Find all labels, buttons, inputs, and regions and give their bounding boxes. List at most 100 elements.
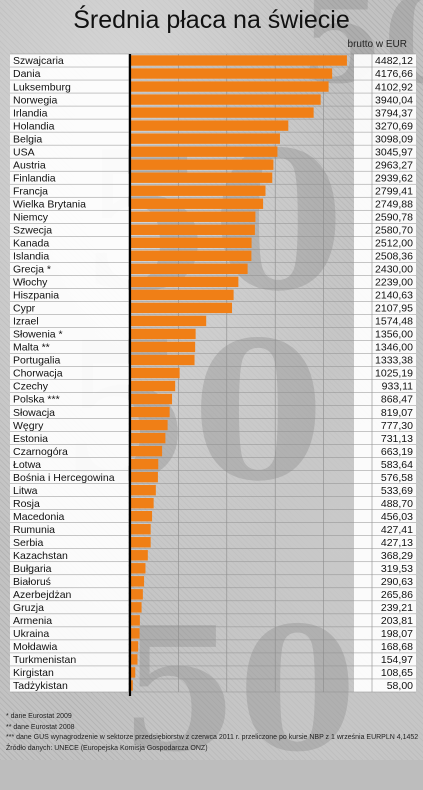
category-label: Litwa <box>13 485 38 497</box>
category-label: Wielka Brytania <box>13 198 86 210</box>
footnote-4: Źródło danych: UNECE (Europejska Komisja… <box>6 744 208 752</box>
category-label: Czechy <box>13 381 49 393</box>
value-label: 3794,37 <box>375 107 413 119</box>
category-label: Azerbejdżan <box>13 589 72 601</box>
bar <box>130 224 255 235</box>
bar <box>130 276 239 288</box>
bar <box>130 198 264 209</box>
category-label: Hiszpania <box>13 290 59 302</box>
value-label: 2508,36 <box>375 251 413 263</box>
value-label: 203,81 <box>381 615 413 627</box>
chart-title: Średnia płaca na świecie <box>73 6 350 34</box>
category-label: Belgia <box>13 133 42 145</box>
bar <box>130 328 196 340</box>
category-label: Holandia <box>13 120 55 132</box>
bar <box>130 641 139 652</box>
value-label: 2140,63 <box>375 290 413 302</box>
category-label: Bułgaria <box>13 563 52 575</box>
bar <box>130 55 347 66</box>
value-label: 198,07 <box>381 628 413 640</box>
value-label: 4482,12 <box>375 55 413 67</box>
bar <box>130 211 256 222</box>
value-label: 108,65 <box>381 667 413 679</box>
category-label: Rumunia <box>13 524 55 536</box>
value-label: 368,29 <box>381 550 413 562</box>
value-label: 265,86 <box>381 589 413 601</box>
bar <box>130 524 151 535</box>
bar <box>130 602 142 613</box>
category-label: Francja <box>13 185 48 197</box>
category-label: Islandia <box>13 251 49 263</box>
bar <box>130 471 158 483</box>
bar <box>130 680 133 691</box>
value-label: 2512,00 <box>375 238 413 250</box>
bar <box>130 250 252 262</box>
value-label: 488,70 <box>381 498 413 510</box>
bar <box>130 133 280 144</box>
value-label: 731,13 <box>381 433 413 445</box>
category-label: Gruzja <box>13 602 44 614</box>
bar <box>130 354 195 366</box>
value-label: 168,68 <box>381 641 413 653</box>
value-label: 290,63 <box>381 576 413 588</box>
value-label: 3270,69 <box>375 120 413 132</box>
category-label: Włochy <box>13 277 48 289</box>
bar <box>130 315 207 327</box>
value-label: 456,03 <box>381 511 413 523</box>
value-label: 583,64 <box>381 459 413 471</box>
watermark-50-bottom: 50 <box>120 590 357 790</box>
value-label: 663,19 <box>381 446 413 458</box>
bar <box>130 445 163 457</box>
category-label: Estonia <box>13 433 48 445</box>
category-label: Chorwacja <box>13 368 63 380</box>
category-label: Serbia <box>13 537 44 549</box>
value-label: 4102,92 <box>375 81 413 93</box>
category-label: Białoruś <box>13 576 51 588</box>
value-label: 1356,00 <box>375 329 413 341</box>
category-label: Rosja <box>13 498 40 510</box>
category-label: Austria <box>13 159 46 171</box>
footnote-2: ** dane Eurostat 2008 <box>6 723 75 731</box>
value-label: 933,11 <box>382 381 413 393</box>
bar <box>130 263 248 275</box>
category-label: Ukraina <box>13 628 49 640</box>
value-label: 1025,19 <box>375 368 413 380</box>
category-label: Dania <box>13 68 41 80</box>
category-label: Macedonia <box>13 511 65 523</box>
category-label: Niemcy <box>13 211 49 223</box>
category-label: Finlandia <box>13 172 56 184</box>
value-label: 3045,97 <box>375 146 413 158</box>
value-label: 1333,38 <box>375 355 413 367</box>
category-label: Słowacja <box>13 407 55 419</box>
bar <box>130 120 289 131</box>
category-label: Luksemburg <box>13 81 71 93</box>
value-label: 4176,66 <box>375 68 413 80</box>
category-label: Portugalia <box>13 355 60 367</box>
category-label: Turkmenistan <box>13 654 76 666</box>
category-label: Grecja * <box>13 264 51 276</box>
category-label: Tadżykistan <box>13 680 68 692</box>
bar <box>130 576 145 587</box>
bar <box>130 107 314 118</box>
category-label: Polska *** <box>13 394 60 406</box>
bar <box>130 159 274 170</box>
bar <box>130 484 156 496</box>
value-label: 319,53 <box>381 563 413 575</box>
footnote-1: * dane Eurostat 2009 <box>6 713 72 720</box>
bar <box>130 537 151 548</box>
value-label: 3098,09 <box>375 133 413 145</box>
category-label: Kazachstan <box>13 550 68 562</box>
footnote-3: *** dane GUS wynagrodzenie w sektorze pr… <box>6 734 419 741</box>
value-label: 2430,00 <box>375 264 413 276</box>
value-label: 2939,62 <box>375 172 413 184</box>
bar <box>130 289 234 301</box>
value-label: 2590,78 <box>375 211 413 223</box>
value-label: 427,41 <box>381 524 413 536</box>
value-label: 819,07 <box>381 407 413 419</box>
category-label: Słowenia * <box>13 329 63 341</box>
value-label: 868,47 <box>381 394 413 406</box>
bar <box>130 146 278 157</box>
bar <box>130 628 140 639</box>
category-label: Izrael <box>13 316 39 328</box>
category-label: Mołdawia <box>13 641 58 653</box>
